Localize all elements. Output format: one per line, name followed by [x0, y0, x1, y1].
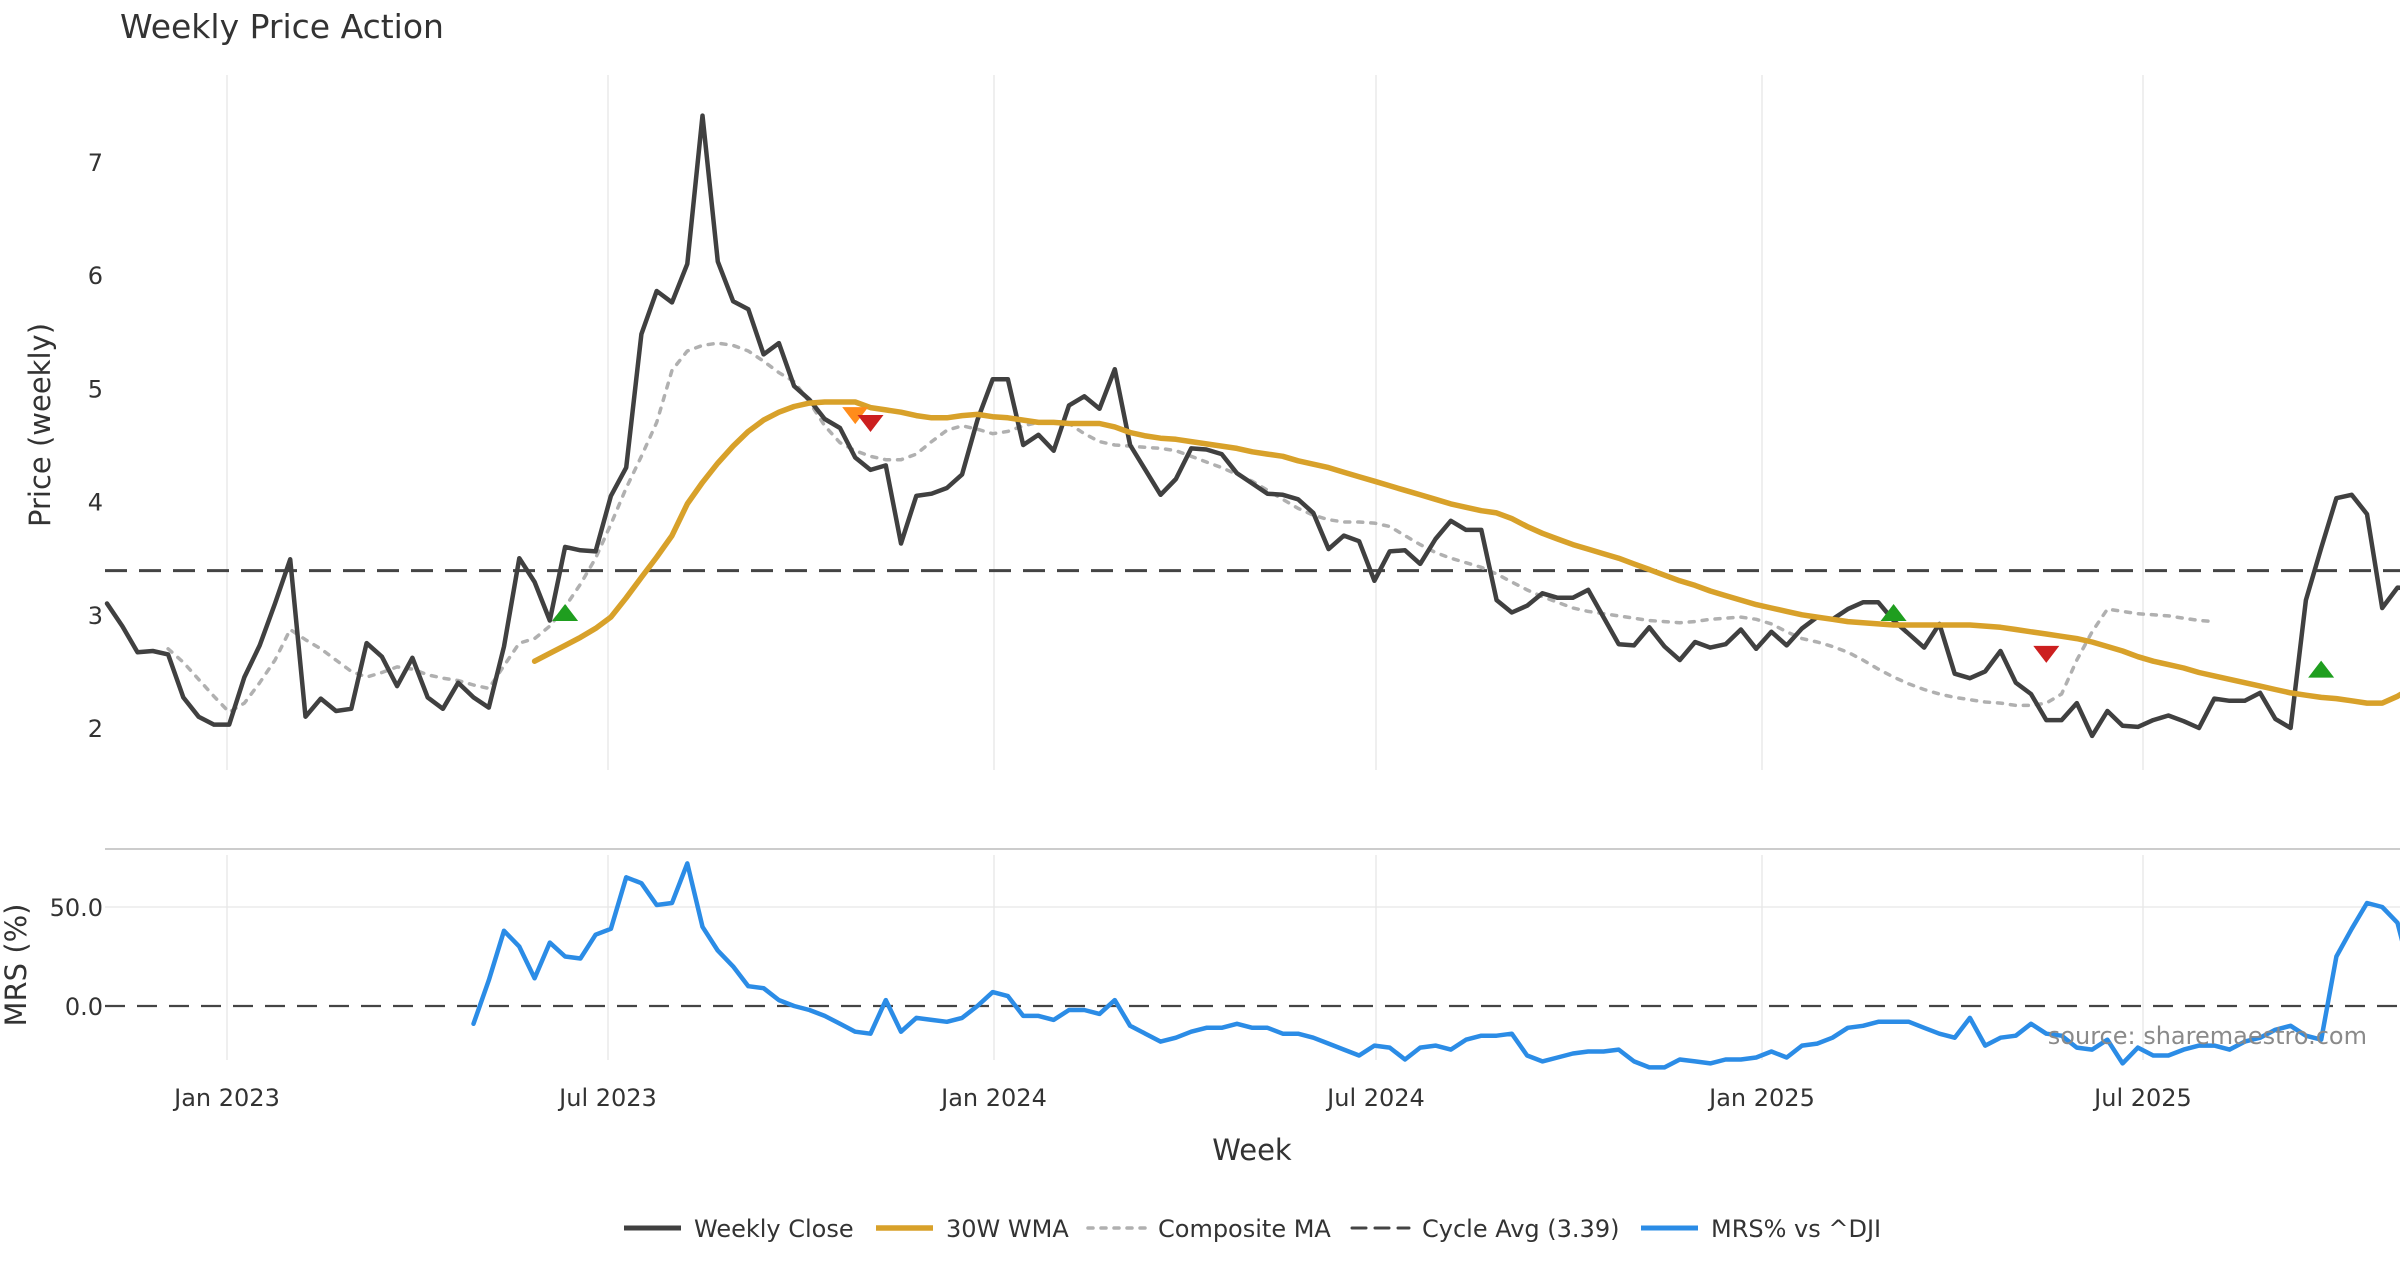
sell-signal-marker [2033, 646, 2059, 663]
price-panel: 2 3 4 5 6 7 Price (weekly) [23, 75, 2400, 770]
price-y-tick: 4 [88, 489, 103, 517]
source-note: source: sharemaestro.com [2048, 1022, 2367, 1050]
x-axis-ticks: Jan 2023 Jul 2023 Jan 2024 Jul 2024 Jan 2025… [172, 1084, 2192, 1112]
x-tick: Jan 2023 [172, 1084, 280, 1112]
buy-signal-marker [2308, 661, 2334, 678]
buy-signal-marker [552, 604, 578, 621]
price-gridlines [227, 75, 2143, 770]
price-weekly-close-line [107, 116, 2400, 736]
price-30w-wma-line [535, 402, 2400, 703]
legend-label: MRS% vs ^DJI [1711, 1215, 1881, 1243]
price-composite-ma-line [168, 343, 2214, 712]
price-y-axis-label: Price (weekly) [23, 323, 57, 527]
mrs-panel: 0.0 50.0 MRS (%) source: sharemaestro.com [0, 855, 2400, 1067]
sell-signal-marker [858, 415, 884, 432]
x-tick: Jul 2024 [1325, 1084, 1425, 1112]
mrs-y-tick: 50.0 [50, 894, 103, 922]
price-y-tick: 7 [88, 149, 103, 177]
x-axis-label: Week [1212, 1133, 1292, 1167]
mrs-y-axis-label: MRS (%) [0, 904, 33, 1027]
mrs-y-ticks: 0.0 50.0 [50, 894, 103, 1021]
price-y-tick: 5 [88, 375, 103, 403]
legend: Weekly Close 30W WMA Composite MA Cycle Avg… [624, 1215, 1881, 1243]
price-series [107, 116, 2400, 736]
price-y-tick: 6 [88, 262, 103, 290]
legend-label: 30W WMA [946, 1215, 1069, 1243]
price-y-tick: 2 [88, 715, 103, 743]
legend-label: Weekly Close [694, 1215, 854, 1243]
price-y-tick: 3 [88, 602, 103, 630]
legend-label: Cycle Avg (3.39) [1422, 1215, 1619, 1243]
mrs-y-tick: 0.0 [65, 993, 103, 1021]
x-tick: Jan 2024 [939, 1084, 1047, 1112]
price-y-ticks: 2 3 4 5 6 7 [88, 149, 103, 743]
legend-label: Composite MA [1158, 1215, 1331, 1243]
x-tick: Jan 2025 [1707, 1084, 1815, 1112]
x-tick: Jul 2023 [557, 1084, 657, 1112]
chart-title: Weekly Price Action [120, 7, 444, 46]
x-tick: Jul 2025 [2092, 1084, 2192, 1112]
